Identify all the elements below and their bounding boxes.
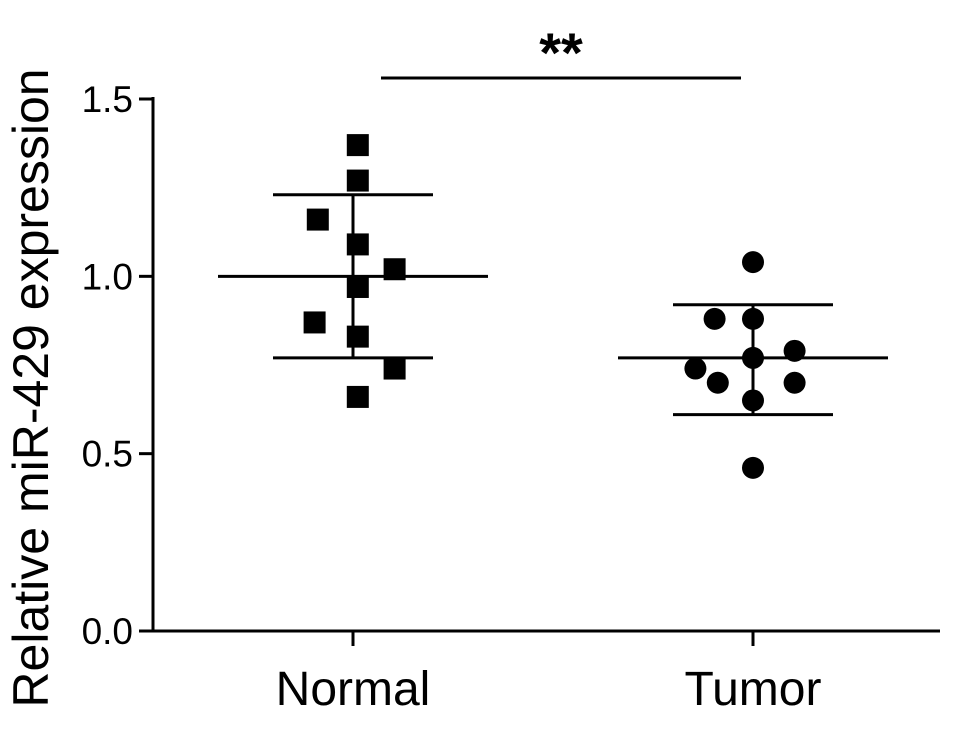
normal-point [303,311,326,334]
tumor-point [684,357,707,380]
tumor-point [742,389,764,412]
significance-annotation: ** [381,21,741,84]
normal-point [346,385,369,408]
y-axis-label: Relative miR-429 expression [3,68,59,707]
normal-point [383,357,406,380]
y-tick-label: 0.5 [82,434,133,475]
normal-point [346,325,369,348]
y-tick-label: 0.0 [82,611,133,652]
normal-point [346,233,369,256]
significance-label: ** [539,21,583,84]
tumor-point [703,307,726,330]
y-tick-label: 1.5 [82,79,133,120]
data-points [303,134,806,479]
y-tick-label: 1.0 [82,256,133,297]
tumor-point [742,346,764,369]
tumor-point [742,251,764,274]
normal-point [383,258,406,281]
tumor-point [706,371,729,394]
y-axis: 0.0 0.5 1.0 1.5 [82,79,155,652]
tumor-point [742,307,764,330]
normal-point [346,134,369,157]
normal-point [346,169,369,192]
tumor-point [783,371,806,394]
x-tick-label: Normal [276,663,431,716]
x-tick-label: Tumor [685,663,822,716]
tumor-point [783,339,806,362]
tumor-point [742,456,764,479]
normal-point [346,275,369,298]
normal-point [306,208,329,231]
x-axis: Normal Tumor [151,629,940,716]
